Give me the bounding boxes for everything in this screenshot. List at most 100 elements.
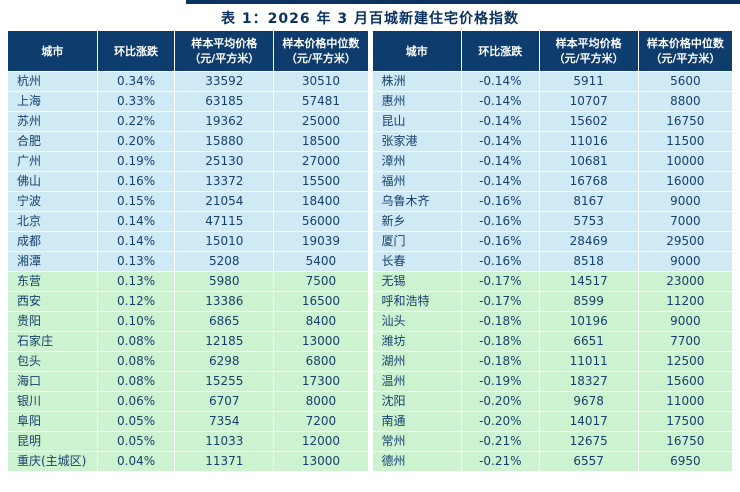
avg-price-cell: 33592 — [174, 71, 275, 92]
city-cell: 福州 — [371, 171, 463, 192]
avg-price-cell: 12185 — [174, 331, 275, 352]
avg-price-cell: 6298 — [174, 351, 275, 372]
avg-price-cell: 6557 — [538, 451, 639, 472]
table-row: 重庆(主城区) 0.04% 11371 13000 — [7, 451, 369, 472]
median-price-cell: 56000 — [273, 211, 369, 232]
table-row: 常州 -0.21% 12675 16750 — [371, 431, 734, 452]
table-row: 宁波 0.15% 21054 18400 — [7, 191, 369, 212]
column-header-0: 城市 — [371, 30, 463, 72]
median-price-cell: 12000 — [273, 431, 369, 452]
avg-price-cell: 8518 — [538, 251, 639, 272]
header-row: 城市 环比涨跌 样本平均价格 （元/平方米） 样本价格中位数 （元/平方米） — [7, 30, 369, 72]
column-header-0: 城市 — [7, 30, 98, 72]
median-price-cell: 15500 — [273, 171, 369, 192]
table-row: 苏州 0.22% 19362 25000 — [7, 111, 369, 132]
column-header-1: 环比涨跌 — [461, 30, 540, 72]
avg-price-cell: 63185 — [174, 91, 275, 112]
table-row: 广州 0.19% 25130 27000 — [7, 151, 369, 172]
table-row: 厦门 -0.16% 28469 29500 — [371, 231, 734, 252]
column-header-3: 样本价格中位数 （元/平方米） — [637, 30, 734, 72]
avg-price-cell: 47115 — [174, 211, 275, 232]
change-cell: 0.14% — [96, 211, 176, 232]
change-cell: 0.13% — [96, 271, 176, 292]
change-cell: -0.17% — [461, 271, 540, 292]
avg-price-cell: 13386 — [174, 291, 275, 312]
table-row: 温州 -0.19% 18327 15600 — [371, 371, 734, 392]
avg-price-cell: 14517 — [538, 271, 639, 292]
header-row: 城市 环比涨跌 样本平均价格 （元/平方米） 样本价格中位数 （元/平方米） — [371, 30, 734, 72]
table-row: 海口 0.08% 15255 17300 — [7, 371, 369, 392]
change-cell: 0.16% — [96, 171, 176, 192]
city-cell: 漳州 — [371, 151, 463, 172]
city-cell: 苏州 — [7, 111, 98, 132]
avg-price-cell: 11011 — [538, 351, 639, 372]
city-cell: 呼和浩特 — [371, 291, 463, 312]
avg-price-cell: 15602 — [538, 111, 639, 132]
change-cell: -0.14% — [461, 91, 540, 112]
city-cell: 长春 — [371, 251, 463, 272]
table-row: 无锡 -0.17% 14517 23000 — [371, 271, 734, 292]
tables-container: 城市 环比涨跌 样本平均价格 （元/平方米） 样本价格中位数 （元/平方米） 杭州 0.34%… — [0, 30, 740, 472]
median-price-cell: 17300 — [273, 371, 369, 392]
table-row: 银川 0.06% 6707 8000 — [7, 391, 369, 412]
change-cell: -0.14% — [461, 71, 540, 92]
median-price-cell: 8000 — [273, 391, 369, 412]
median-price-cell: 25000 — [273, 111, 369, 132]
change-cell: 0.08% — [96, 371, 176, 392]
table-row: 长春 -0.16% 8518 9000 — [371, 251, 734, 272]
city-cell: 贵阳 — [7, 311, 98, 332]
avg-price-cell: 19362 — [174, 111, 275, 132]
city-cell: 银川 — [7, 391, 98, 412]
avg-price-cell: 21054 — [174, 191, 275, 212]
change-cell: 0.10% — [96, 311, 176, 332]
median-price-cell: 18400 — [273, 191, 369, 212]
city-cell: 杭州 — [7, 71, 98, 92]
median-price-cell: 16750 — [637, 111, 734, 132]
change-cell: -0.16% — [461, 231, 540, 252]
avg-price-cell: 11016 — [538, 131, 639, 152]
table-row: 西安 0.12% 13386 16500 — [7, 291, 369, 312]
city-cell: 海口 — [7, 371, 98, 392]
avg-price-cell: 6651 — [538, 331, 639, 352]
median-price-cell: 15600 — [637, 371, 734, 392]
change-cell: -0.18% — [461, 351, 540, 372]
table-row: 佛山 0.16% 13372 15500 — [7, 171, 369, 192]
avg-price-cell: 6865 — [174, 311, 275, 332]
table-row: 张家港 -0.14% 11016 11500 — [371, 131, 734, 152]
city-cell: 成都 — [7, 231, 98, 252]
change-cell: -0.16% — [461, 251, 540, 272]
table-row: 合肥 0.20% 15880 18500 — [7, 131, 369, 152]
change-cell: -0.16% — [461, 211, 540, 232]
avg-price-cell: 18327 — [538, 371, 639, 392]
column-header-2: 样本平均价格 （元/平方米） — [174, 30, 275, 72]
table-row: 湘潭 0.13% 5208 5400 — [7, 251, 369, 272]
table-row: 漳州 -0.14% 10681 10000 — [371, 151, 734, 172]
avg-price-cell: 9678 — [538, 391, 639, 412]
city-cell: 无锡 — [371, 271, 463, 292]
median-price-cell: 5600 — [637, 71, 734, 92]
city-cell: 阜阳 — [7, 411, 98, 432]
change-cell: 0.12% — [96, 291, 176, 312]
median-price-cell: 8800 — [637, 91, 734, 112]
table-row: 上海 0.33% 63185 57481 — [7, 91, 369, 112]
avg-price-cell: 14017 — [538, 411, 639, 432]
change-cell: 0.33% — [96, 91, 176, 112]
price-table-right: 城市 环比涨跌 样本平均价格 （元/平方米） 样本价格中位数 （元/平方米） 株洲 -0.14… — [371, 30, 734, 472]
median-price-cell: 11200 — [637, 291, 734, 312]
change-cell: 0.20% — [96, 131, 176, 152]
change-cell: -0.14% — [461, 131, 540, 152]
change-cell: -0.16% — [461, 191, 540, 212]
median-price-cell: 6950 — [637, 451, 734, 472]
median-price-cell: 16000 — [637, 171, 734, 192]
table-row: 南通 -0.20% 14017 17500 — [371, 411, 734, 432]
avg-price-cell: 6707 — [174, 391, 275, 412]
avg-price-cell: 25130 — [174, 151, 275, 172]
city-cell: 石家庄 — [7, 331, 98, 352]
avg-price-cell: 5911 — [538, 71, 639, 92]
table-row: 株洲 -0.14% 5911 5600 — [371, 71, 734, 92]
table-row: 昆明 0.05% 11033 12000 — [7, 431, 369, 452]
table-row: 惠州 -0.14% 10707 8800 — [371, 91, 734, 112]
avg-price-cell: 12675 — [538, 431, 639, 452]
median-price-cell: 11500 — [637, 131, 734, 152]
